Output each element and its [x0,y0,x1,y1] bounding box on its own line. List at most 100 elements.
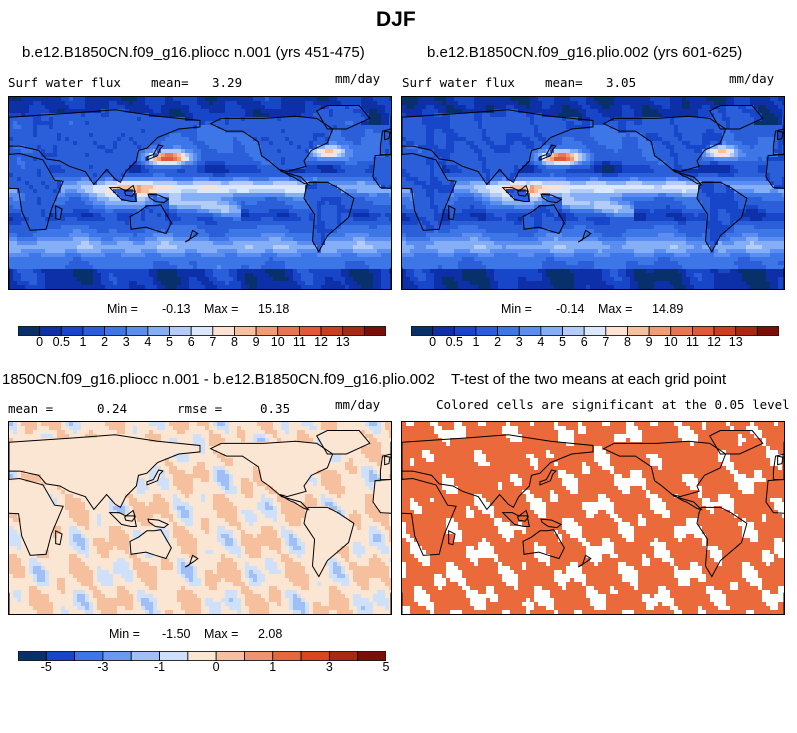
field-cell [241,189,245,193]
field-cell [353,201,357,205]
field-cell [646,97,650,101]
field-cell [45,249,49,253]
field-cell [329,101,333,105]
field-cell [177,265,181,269]
field-cell [73,121,77,125]
field-cell [13,253,17,257]
field-cell [201,217,205,221]
field-cell [309,197,313,201]
field-cell [369,149,373,153]
field-cell [193,209,197,213]
field-cell [149,237,153,241]
field-cell [13,233,17,237]
field-cell [297,241,301,245]
field-cell [341,101,345,105]
field-cell [209,285,213,289]
field-cell [345,121,349,125]
field-cell [730,101,734,105]
field-cell [217,165,221,169]
field-cell [57,281,61,285]
field-cell [125,185,129,189]
field-cell [317,269,321,273]
field-cell [9,225,13,229]
field-cell [289,249,293,253]
field-cell [57,117,61,121]
field-cell [373,229,377,233]
field-cell [93,153,97,157]
field-cell [269,201,273,205]
field-cell [249,181,253,185]
field-cell [361,213,365,217]
field-cell [297,185,301,189]
field-cell [458,105,462,109]
field-cell [361,217,365,221]
field-cell [113,237,117,241]
field-cell [650,97,654,101]
field-cell [49,129,53,133]
field-cell [265,149,269,153]
field-cell [177,169,181,173]
field-cell [85,253,89,257]
field-cell [678,97,682,101]
field-cell [185,209,189,213]
field-cell [209,149,213,153]
field-cell [193,129,197,133]
field-cell [389,213,391,217]
field-cell [69,113,73,117]
field-cell [109,257,113,261]
field-cell [385,225,389,229]
field-cell [321,189,325,193]
field-cell [357,269,361,273]
field-cell [494,101,498,105]
field-cell [193,181,197,185]
field-cell [33,157,37,161]
field-cell [113,137,117,141]
field-cell [153,225,157,229]
field-cell [125,257,129,261]
field-cell [57,257,61,261]
field-cell [233,117,237,121]
field-cell [758,97,762,101]
field-cell [293,165,297,169]
field-cell [285,129,289,133]
field-cell [217,137,221,141]
coastline [209,115,334,186]
field-cell [161,149,165,153]
field-cell [281,157,285,161]
field-cell [369,201,373,205]
field-cell [333,201,337,205]
field-cell [341,225,345,229]
field-cell [21,209,25,213]
field-cell [249,257,253,261]
field-cell [149,269,153,273]
field-cell [241,133,245,137]
field-cell [369,261,373,265]
field-cell [774,97,778,101]
field-cell [269,109,273,113]
field-cell [9,133,13,137]
field-cell [309,97,313,101]
field-cell [153,161,157,165]
field-cell [349,185,353,189]
field-cell [369,213,373,217]
field-cell [89,141,93,145]
field-cell [265,193,269,197]
field-cell [77,281,81,285]
field-cell [353,101,357,105]
field-cell [442,109,446,113]
field-cell [165,181,169,185]
field-cell [357,245,361,249]
field-cell [217,105,221,109]
field-cell [305,217,309,221]
field-cell [25,125,29,129]
field-cell [313,145,317,149]
field-cell [381,217,385,221]
field-cell [185,177,189,181]
field-cell [117,141,121,145]
panel2-case-title: b.e12.B1850CN.f09_g16.plio.002 (yrs 601-… [427,44,743,61]
field-cell [474,101,478,105]
field-cell [257,129,261,133]
field-cell [37,193,41,197]
field-cell [510,109,514,113]
field-cell [189,149,193,153]
